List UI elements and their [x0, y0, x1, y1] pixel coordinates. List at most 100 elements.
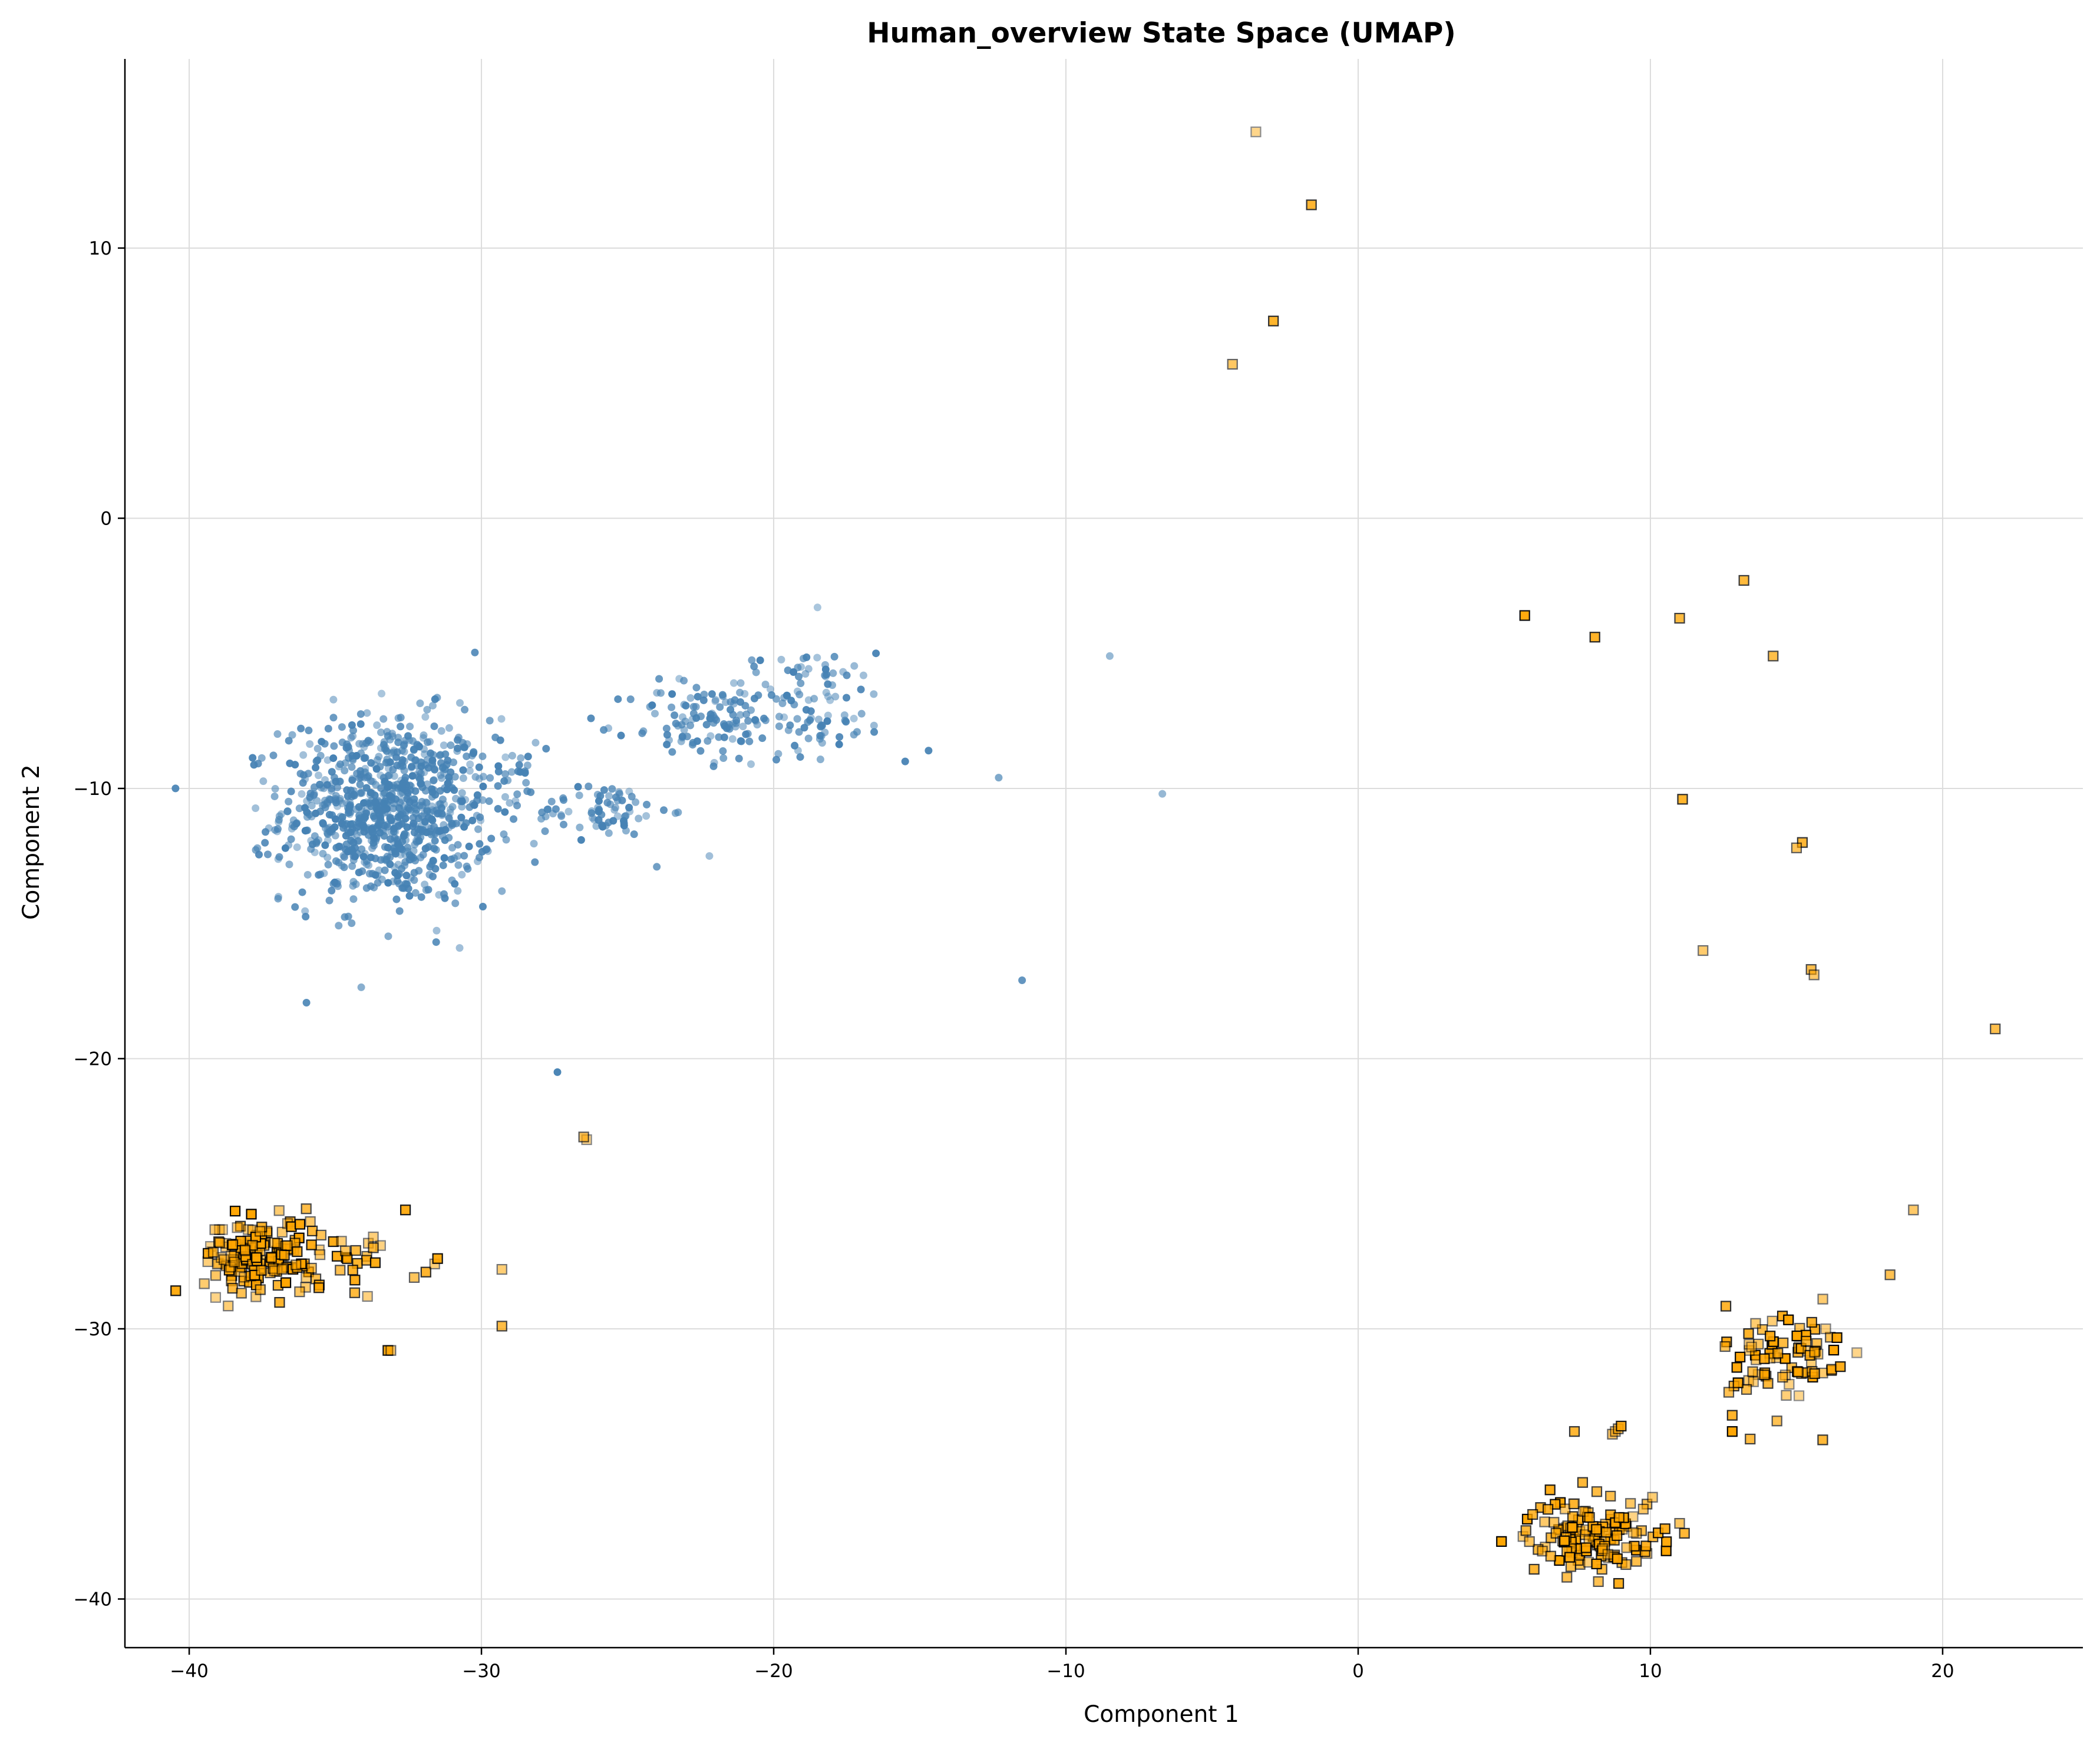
data-point-circle — [576, 823, 584, 831]
data-point-circle — [608, 785, 616, 793]
data-point-circle — [752, 668, 760, 676]
data-point-circle — [363, 709, 371, 717]
y-axis-label: Component 2 — [18, 764, 45, 920]
data-point-circle — [378, 689, 386, 698]
data-point-circle — [530, 840, 538, 848]
data-point-circle — [595, 797, 603, 805]
data-point-circle — [308, 801, 316, 810]
data-point-circle — [494, 762, 503, 770]
data-point-circle — [496, 736, 504, 744]
data-point-circle — [727, 705, 735, 714]
data-point-circle — [660, 806, 668, 814]
data-point-square — [1543, 1504, 1554, 1515]
data-point-circle — [257, 754, 266, 762]
data-point-circle — [433, 694, 441, 702]
data-point-circle — [380, 831, 388, 840]
data-point-circle — [274, 855, 282, 863]
data-point-circle — [901, 757, 909, 765]
data-point-circle — [288, 731, 296, 739]
data-point-circle — [737, 737, 745, 745]
data-point-circle — [618, 796, 626, 804]
data-point-circle — [384, 932, 392, 940]
data-point-circle — [263, 850, 272, 859]
data-point-circle — [297, 724, 305, 732]
data-point-circle — [589, 814, 597, 822]
data-point-circle — [696, 747, 705, 755]
data-point-circle — [346, 801, 354, 809]
data-point-circle — [359, 740, 367, 748]
data-point-square — [306, 1262, 317, 1274]
data-point-square — [1593, 1576, 1604, 1588]
data-point-square — [314, 1249, 326, 1260]
data-point-circle — [553, 1068, 562, 1076]
data-point-circle — [321, 841, 329, 849]
data-point-circle — [428, 701, 437, 710]
data-point-circle — [552, 805, 560, 813]
data-point-circle — [387, 835, 395, 843]
data-point-circle — [680, 676, 688, 685]
data-point-circle — [671, 711, 679, 720]
data-point-circle — [407, 753, 415, 761]
data-point-square — [1625, 1498, 1636, 1509]
data-point-square — [1777, 1371, 1788, 1383]
data-point-circle — [445, 724, 453, 732]
data-point-circle — [427, 749, 435, 757]
data-point-circle — [349, 847, 357, 856]
data-point-circle — [822, 688, 830, 697]
data-point-circle — [382, 856, 390, 864]
data-point-circle — [401, 850, 410, 859]
data-point-circle — [395, 907, 404, 915]
data-point-circle — [262, 828, 270, 836]
data-point-square — [279, 1249, 290, 1261]
data-point-circle — [821, 671, 829, 679]
data-point-circle — [736, 688, 744, 697]
data-point-square — [1808, 969, 1820, 981]
x-tick-label: −20 — [754, 1661, 793, 1682]
data-point-circle — [719, 754, 728, 763]
data-point-circle — [452, 794, 460, 803]
data-point-circle — [358, 789, 366, 797]
data-point-circle — [291, 903, 299, 911]
data-point-circle — [428, 760, 437, 768]
data-point-circle — [510, 815, 518, 823]
data-point-square — [349, 1287, 361, 1298]
data-point-circle — [287, 835, 295, 843]
data-point-square — [292, 1246, 303, 1258]
data-point-square — [209, 1224, 220, 1235]
data-point-circle — [423, 705, 431, 714]
data-point-circle — [711, 697, 719, 705]
data-point-circle — [404, 732, 412, 740]
data-point-square — [1820, 1323, 1831, 1335]
data-point-square — [255, 1226, 266, 1237]
data-point-circle — [823, 717, 831, 725]
data-point-circle — [613, 812, 622, 820]
data-point-circle — [517, 754, 525, 762]
data-point-circle — [313, 797, 321, 805]
data-point-circle — [316, 751, 325, 760]
data-point-circle — [674, 808, 682, 817]
data-point-square — [256, 1265, 267, 1276]
data-point-circle — [360, 828, 368, 836]
data-point-square — [313, 1282, 325, 1293]
data-point-circle — [361, 813, 369, 821]
data-point-circle — [494, 782, 502, 790]
data-point-circle — [289, 816, 298, 824]
data-point-circle — [426, 738, 434, 746]
data-point-circle — [487, 834, 496, 843]
data-point-circle — [411, 889, 420, 897]
data-point-circle — [456, 699, 464, 707]
data-point-circle — [772, 695, 781, 703]
data-point-circle — [451, 773, 459, 781]
data-point-square — [301, 1203, 312, 1215]
data-point-circle — [349, 727, 358, 735]
data-point-circle — [795, 672, 803, 681]
data-point-circle — [478, 902, 487, 910]
data-point-circle — [924, 747, 933, 755]
data-point-square — [1591, 1524, 1602, 1535]
data-point-circle — [599, 823, 607, 831]
data-point-circle — [476, 813, 484, 821]
data-point-circle — [310, 791, 318, 799]
data-point-square — [1591, 1558, 1602, 1570]
data-point-square — [246, 1209, 257, 1220]
